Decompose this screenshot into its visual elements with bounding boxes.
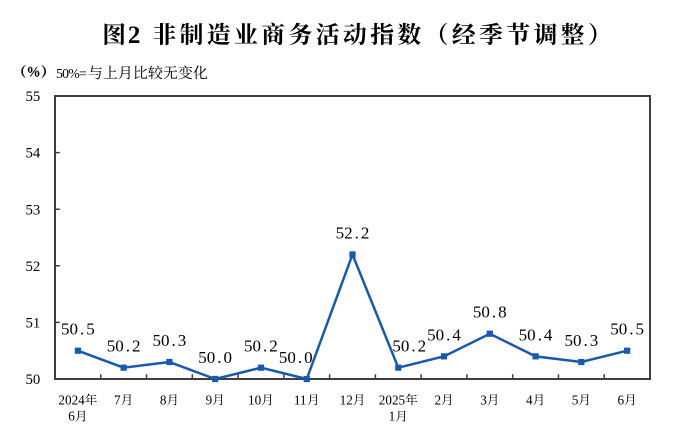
svg-text:3: 3 [480, 392, 487, 407]
svg-text:50%=: 50%= [56, 66, 87, 81]
svg-text:2024: 2024 [58, 392, 85, 407]
svg-text:50.3: 50. 3 [564, 331, 598, 350]
svg-text:52: 52 [26, 259, 41, 275]
svg-text:2025: 2025 [379, 392, 406, 407]
svg-text:50.2: 50. 2 [244, 337, 278, 356]
svg-text:2: 2 [434, 392, 441, 407]
svg-text:51: 51 [26, 316, 41, 332]
svg-text:50.0: 50. 0 [279, 348, 313, 367]
svg-text:6: 6 [68, 409, 75, 424]
svg-text:50.5: 50. 5 [610, 320, 644, 339]
svg-text:54: 54 [26, 146, 41, 162]
svg-text:50.0: 50. 0 [198, 348, 232, 367]
svg-text:53: 53 [26, 202, 41, 218]
svg-text:2: 2 [128, 22, 140, 49]
svg-text:50.8: 50. 8 [473, 303, 507, 322]
svg-text:50.2: 50. 2 [392, 337, 426, 356]
svg-text:52.2: 52. 2 [336, 223, 370, 242]
svg-text:55: 55 [26, 89, 41, 105]
svg-text:6: 6 [618, 392, 625, 407]
svg-text:9: 9 [206, 392, 213, 407]
svg-text:50: 50 [26, 372, 41, 388]
svg-text:50.5: 50. 5 [61, 320, 95, 339]
svg-text:11: 11 [294, 392, 307, 407]
svg-text:12: 12 [340, 392, 353, 407]
svg-text:4: 4 [526, 392, 533, 407]
svg-text:50.2: 50. 2 [107, 337, 141, 356]
svg-text:5: 5 [572, 392, 579, 407]
svg-text:50.3: 50. 3 [153, 331, 187, 350]
svg-text:8: 8 [160, 392, 167, 407]
svg-text:10: 10 [248, 392, 262, 407]
svg-text:1: 1 [389, 409, 396, 424]
svg-text:7: 7 [114, 392, 121, 407]
